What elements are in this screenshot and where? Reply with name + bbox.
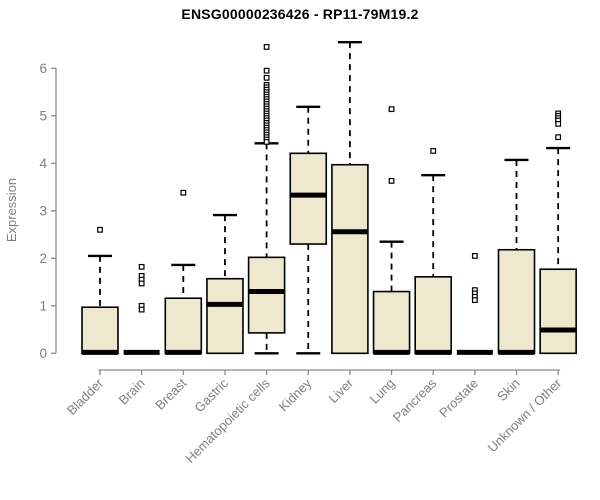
y-axis-tick-label: 2: [39, 251, 47, 266]
x-axis-tick-label: Kidney: [276, 375, 315, 414]
x-axis-tick-label: Lung: [367, 376, 398, 407]
x-axis-tick-label: Gastric: [191, 375, 231, 415]
x-axis-tick-label: Breast: [152, 375, 189, 412]
x-axis-tick-label: Pancreas: [390, 375, 440, 425]
box: [539, 268, 577, 355]
chart-title: ENSG00000236426 - RP11-79M19.2: [181, 6, 419, 22]
outlier-point: [138, 306, 145, 313]
outlier-point: [555, 134, 562, 141]
outlier-point: [138, 280, 145, 287]
outlier-point: [263, 44, 270, 50]
box: [81, 306, 119, 355]
x-axis-tick-label: Unknown / Other: [485, 375, 565, 455]
outlier-point: [471, 253, 478, 259]
box: [247, 256, 286, 334]
x-axis-tick-label: Bladder: [64, 375, 107, 418]
y-axis-tick-label: 6: [39, 61, 47, 76]
box: [497, 248, 536, 355]
outlier-point: [263, 74, 270, 81]
outlier-point: [388, 177, 395, 184]
outlier-point: [263, 67, 270, 74]
x-axis-tick-label: Liver: [325, 375, 356, 406]
outlier-point: [471, 297, 478, 303]
box: [414, 276, 453, 355]
y-axis-tick-label: 1: [39, 298, 47, 313]
box: [331, 163, 369, 355]
box: [372, 290, 411, 355]
y-axis-label: Expression: [4, 177, 19, 243]
outlier-point: [388, 106, 395, 113]
box: [164, 297, 203, 355]
box: [206, 277, 244, 355]
outlier-point: [430, 148, 437, 154]
y-axis-tick-label: 3: [39, 203, 47, 218]
outlier-point: [180, 189, 187, 196]
x-axis-tick-label: Brain: [116, 376, 148, 408]
x-axis-tick-label: Skin: [494, 376, 522, 404]
box: [289, 152, 328, 245]
y-axis-tick-label: 5: [39, 108, 47, 123]
y-axis-tick-label: 4: [39, 156, 47, 171]
outlier-point: [263, 139, 270, 145]
y-axis-tick-label: 0: [39, 346, 47, 361]
outlier-point: [555, 120, 562, 127]
outlier-point: [97, 226, 103, 233]
outlier-point: [138, 263, 145, 270]
x-axis-tick-label: Prostate: [436, 376, 481, 421]
